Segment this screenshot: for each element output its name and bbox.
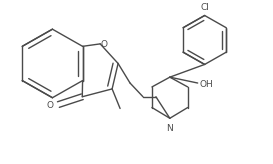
- Text: OH: OH: [200, 80, 213, 89]
- Text: N: N: [167, 124, 173, 133]
- Text: Cl: Cl: [200, 3, 209, 12]
- Text: O: O: [101, 40, 108, 49]
- Text: O: O: [47, 101, 54, 110]
